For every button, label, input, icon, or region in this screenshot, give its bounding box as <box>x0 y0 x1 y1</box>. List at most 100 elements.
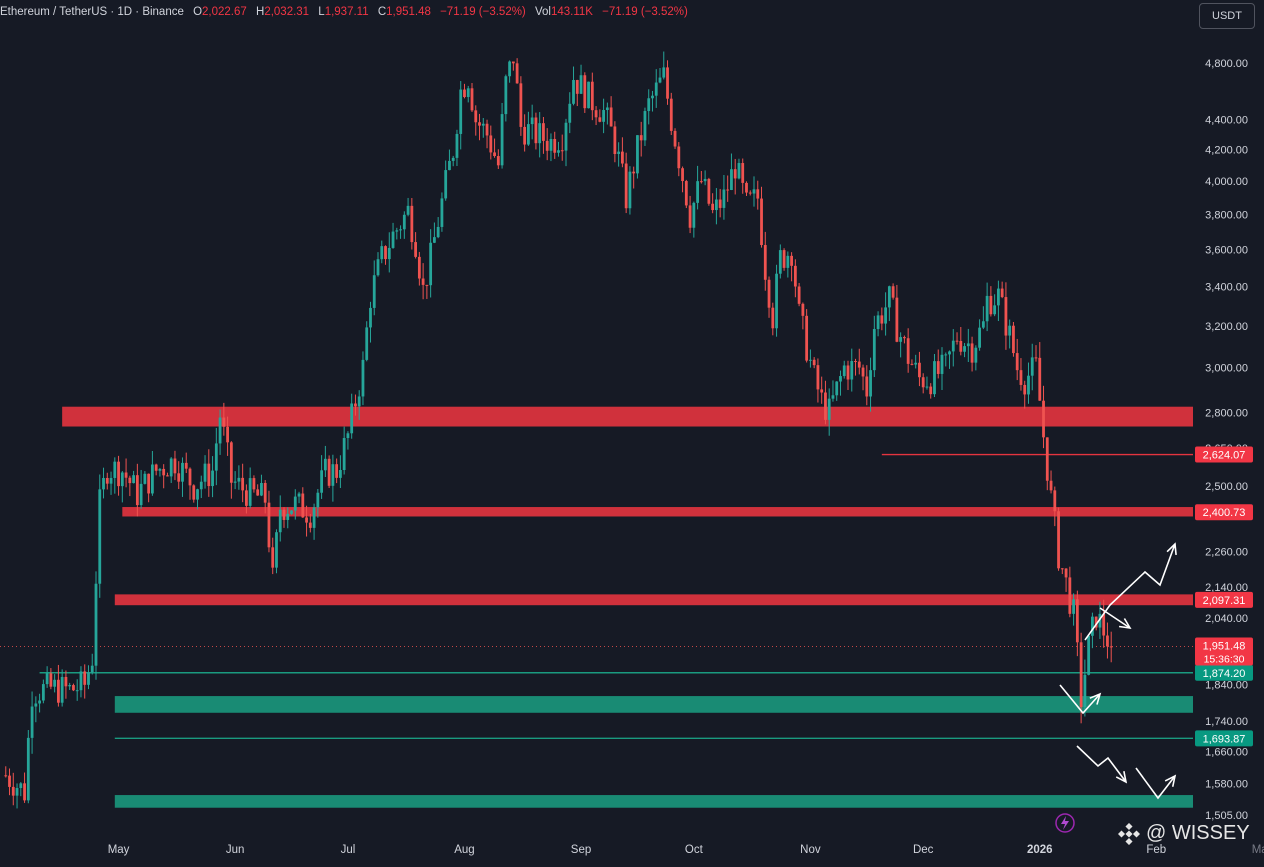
candle <box>222 402 226 436</box>
candle <box>639 121 643 157</box>
resistance-zone-2[interactable] <box>114 594 1193 606</box>
candle <box>466 85 470 103</box>
candle <box>128 475 132 497</box>
candle <box>181 457 184 497</box>
support-zone-3[interactable] <box>114 696 1193 713</box>
candle <box>30 691 34 754</box>
candle <box>493 138 496 158</box>
candle <box>1023 380 1027 409</box>
candle <box>147 473 151 503</box>
candle <box>252 475 256 493</box>
resistance-zone-1[interactable] <box>122 507 1194 517</box>
candle <box>985 282 989 332</box>
candle <box>94 571 98 680</box>
candle <box>245 484 248 514</box>
candle <box>974 345 978 371</box>
price-tick-label: 4,200.00 <box>1205 145 1248 157</box>
candle <box>621 137 624 168</box>
candle <box>102 467 105 499</box>
candle <box>1053 486 1057 527</box>
candle <box>15 783 19 809</box>
candle <box>613 121 617 163</box>
candle <box>831 380 835 402</box>
candle <box>534 112 538 150</box>
candle <box>120 471 124 503</box>
symbol-title[interactable]: Ethereum / TetherUS · 1D · Binance <box>0 6 184 18</box>
candle <box>760 186 763 248</box>
candle <box>538 112 542 158</box>
candle <box>767 276 771 318</box>
candle <box>327 455 331 488</box>
candle <box>26 730 30 804</box>
support-zone-4[interactable] <box>114 795 1193 808</box>
candle <box>1079 632 1083 724</box>
candle <box>692 201 696 238</box>
candle <box>654 69 658 108</box>
candle <box>835 381 839 401</box>
price-axis[interactable]: 4,800.00 4,400.00 4,200.00 4,000.00 3,800.00… <box>1195 58 1253 822</box>
candle <box>177 461 181 490</box>
candle <box>801 302 805 330</box>
candle <box>598 109 602 123</box>
candle <box>391 222 395 249</box>
candle <box>1042 385 1045 449</box>
candle <box>786 251 790 278</box>
candle <box>587 81 590 109</box>
candle <box>681 166 684 193</box>
candle <box>184 452 188 474</box>
candle <box>34 696 38 723</box>
candle <box>451 155 455 167</box>
candle <box>263 480 267 514</box>
candle <box>632 166 636 189</box>
candle <box>361 351 365 406</box>
candle <box>651 90 654 112</box>
price-tick-label: 2,040.00 <box>1205 613 1248 625</box>
candle <box>981 306 985 330</box>
candle <box>75 679 79 701</box>
time-axis[interactable]: May Jun Jul Aug Sep Oct Nov Dec 2026 Feb Mar <box>108 844 1264 856</box>
price-tick-label: 3,200.00 <box>1205 321 1248 333</box>
candle <box>993 294 997 317</box>
candle <box>684 179 688 209</box>
candle <box>872 315 876 378</box>
price-tick-label: 3,000.00 <box>1205 363 1248 375</box>
price-tick-label: 2,500.00 <box>1205 481 1248 493</box>
candle <box>677 142 681 177</box>
candle <box>109 471 113 495</box>
time-tick-label: Oct <box>685 844 704 856</box>
candle <box>903 335 906 344</box>
candle <box>342 426 346 475</box>
candle <box>636 135 639 179</box>
candle <box>575 79 579 107</box>
candle <box>1045 437 1049 491</box>
svg-text:1,693.87: 1,693.87 <box>1203 733 1246 745</box>
candle <box>707 177 711 206</box>
candle <box>658 67 662 84</box>
candle <box>906 328 910 373</box>
candle <box>722 174 726 220</box>
candle <box>365 321 369 362</box>
candle <box>733 158 737 195</box>
candle <box>117 455 120 496</box>
candle <box>850 348 854 392</box>
volume-label: Vol <box>534 6 551 18</box>
candle <box>162 464 166 489</box>
candle <box>590 72 594 121</box>
candle <box>624 152 628 214</box>
candle <box>410 198 414 250</box>
candle <box>60 669 64 707</box>
candle <box>135 463 139 517</box>
currency-button[interactable]: USDT <box>1199 3 1255 29</box>
candle <box>921 373 925 394</box>
candle <box>793 259 797 298</box>
lightning-icon[interactable] <box>1055 813 1075 833</box>
price-tick-label: 3,400.00 <box>1205 282 1248 294</box>
watermark: @ WISSEY <box>1118 822 1250 845</box>
candle <box>515 58 519 84</box>
resistance-zone-0[interactable] <box>62 406 1193 427</box>
candle <box>83 664 87 699</box>
